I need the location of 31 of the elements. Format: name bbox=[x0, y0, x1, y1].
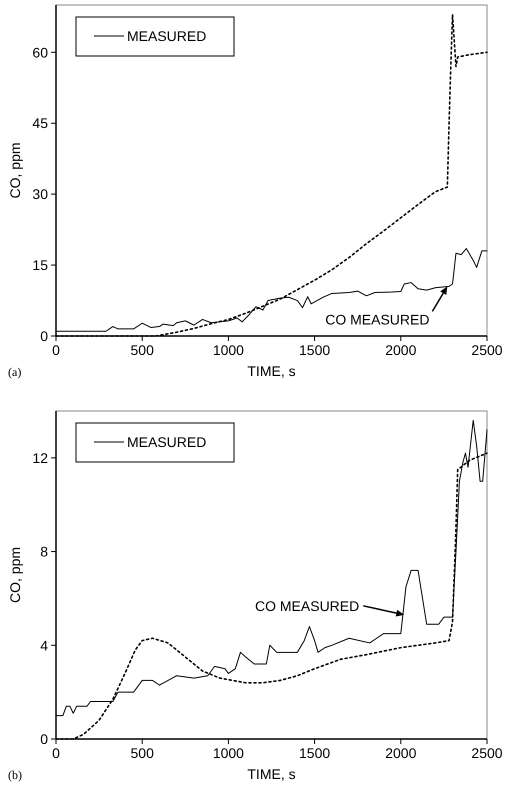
y-tick-label: 8 bbox=[40, 544, 48, 560]
x-tick-label: 0 bbox=[52, 745, 60, 761]
x-tick-label: 1000 bbox=[212, 342, 244, 358]
x-tick-label: 2500 bbox=[471, 745, 503, 761]
y-tick-label: 4 bbox=[40, 637, 48, 654]
legend-label: MEASURED bbox=[127, 28, 206, 44]
y-tick-label: 0 bbox=[40, 328, 48, 344]
x-tick-label: 1500 bbox=[299, 342, 330, 358]
x-axis-title: TIME, s bbox=[247, 363, 296, 379]
annotation: CO MEASURED bbox=[325, 311, 430, 328]
x-tick-label: 500 bbox=[130, 342, 154, 358]
x-tick-label: 0 bbox=[52, 342, 60, 358]
y-tick-label: 45 bbox=[32, 115, 48, 132]
y-tick-label: 12 bbox=[32, 450, 48, 466]
x-tick-label: 1000 bbox=[212, 745, 244, 761]
x-tick-label: 2500 bbox=[471, 342, 503, 358]
x-tick-label: 2000 bbox=[385, 745, 417, 761]
y-axis-title: CO, ppm bbox=[7, 142, 23, 199]
x-tick-label: 1500 bbox=[299, 745, 330, 761]
x-tick-label: 500 bbox=[130, 745, 154, 761]
text: (a) bbox=[8, 365, 22, 379]
y-tick-label: 30 bbox=[32, 186, 48, 202]
y-tick-label: 60 bbox=[32, 44, 48, 60]
y-tick-label: 0 bbox=[40, 731, 48, 747]
annotation: CO MEASURED bbox=[255, 598, 360, 614]
legend-label: MEASURED bbox=[127, 434, 206, 450]
text: (b) bbox=[8, 768, 22, 782]
y-tick-label: 15 bbox=[32, 257, 48, 274]
x-axis-title: TIME, s bbox=[247, 766, 296, 782]
y-axis-title: CO, ppm bbox=[7, 546, 23, 604]
x-tick-label: 2000 bbox=[385, 342, 417, 358]
